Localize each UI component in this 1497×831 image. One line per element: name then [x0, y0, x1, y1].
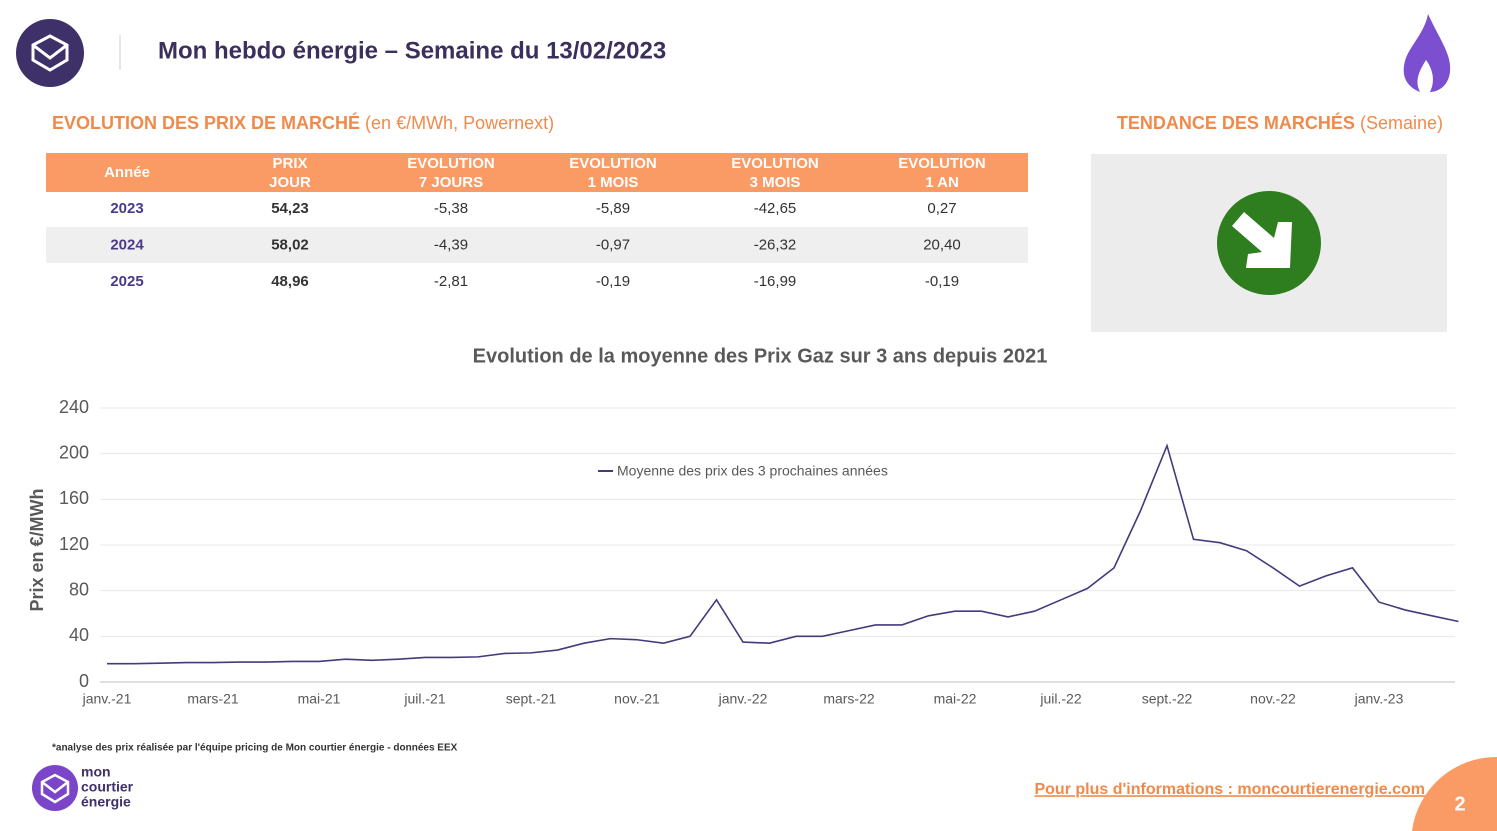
- x-tick-label: janv.-21: [82, 691, 132, 707]
- info-link[interactable]: Pour plus d'informations : moncourtieren…: [1034, 781, 1425, 798]
- y-tick-label: 160: [59, 488, 89, 508]
- table-cell: -16,99: [754, 273, 797, 290]
- footer-logo-icon: [32, 765, 78, 811]
- table-header-cell: JOUR: [269, 174, 311, 191]
- table-cell: -42,65: [754, 200, 797, 217]
- table-header-cell: 3 MOIS: [750, 174, 801, 191]
- footer-logo-envelope: [40, 773, 70, 804]
- x-tick-label: janv.-22: [718, 691, 768, 707]
- x-tick-label: nov.-21: [614, 691, 660, 707]
- table-cell: -0,19: [596, 273, 630, 290]
- table-cell: 2023: [110, 200, 143, 217]
- table-header-cell: 1 AN: [925, 174, 959, 191]
- table-cell: -5,89: [596, 200, 630, 217]
- table-cell: 54,23: [271, 200, 309, 217]
- table-cell: -5,38: [434, 200, 468, 217]
- table-cell: 2025: [110, 273, 143, 290]
- page-number-bg: [1412, 756, 1497, 831]
- prices-title: EVOLUTION DES PRIX DE MARCHÉ: [52, 112, 360, 133]
- table-cell: 58,02: [271, 236, 309, 253]
- x-tick-label: mars-21: [187, 691, 239, 707]
- table-cell: -2,81: [434, 273, 468, 290]
- y-tick-label: 120: [59, 534, 89, 554]
- table-cell: 20,40: [923, 236, 961, 253]
- flame-icon: [1403, 14, 1451, 92]
- table-cell: 0,27: [927, 200, 956, 217]
- trend-subtitle: (Semaine): [1360, 113, 1443, 133]
- x-tick-label: janv.-23: [1354, 691, 1404, 707]
- table-header-cell: EVOLUTION: [731, 155, 819, 172]
- x-tick-label: sept.-22: [1142, 691, 1193, 707]
- table-row-shade: [46, 227, 1028, 263]
- logo-line: courtier: [81, 779, 134, 795]
- price-table: Année PRIX JOUR EVOLUTION 7 JOURS EVOLUTION 1 …: [104, 155, 986, 290]
- series-line: [107, 443, 1459, 665]
- trend-heading: TENDANCE DES MARCHÉS (Semaine): [1117, 112, 1443, 133]
- table-cell: -0,19: [925, 273, 959, 290]
- x-tick-label: juil.-22: [1039, 691, 1081, 707]
- table-header-bg: [46, 153, 1028, 192]
- trend-arrow: [1232, 212, 1292, 268]
- logo-line: mon: [81, 764, 111, 780]
- page-title: Mon hebdo énergie – Semaine du 13/02/202…: [158, 37, 666, 64]
- table-cell: 48,96: [271, 273, 309, 290]
- trend-title: TENDANCE DES MARCHÉS: [1117, 112, 1355, 133]
- legend-label: Moyenne des prix des 3 prochaines années: [617, 463, 888, 479]
- y-tick-label: 200: [59, 442, 89, 462]
- table-header-cell: Année: [104, 164, 150, 181]
- y-tick-label: 40: [69, 625, 89, 645]
- logo-envelope: [31, 34, 69, 72]
- table-header-cell: 1 MOIS: [588, 174, 639, 191]
- chart-title: Evolution de la moyenne des Prix Gaz sur…: [473, 345, 1048, 367]
- table-cell: -26,32: [754, 236, 797, 253]
- page-number: 2: [1454, 793, 1465, 815]
- table-cell: -0,97: [596, 236, 630, 253]
- y-tick-label: 0: [79, 671, 89, 691]
- x-tick-label: nov.-22: [1250, 691, 1296, 707]
- prices-subtitle: (en €/MWh, Powernext): [365, 113, 554, 133]
- x-tick-label: mai-22: [934, 691, 977, 707]
- prices-heading: EVOLUTION DES PRIX DE MARCHÉ (en €/MWh, …: [52, 112, 554, 133]
- y-axis-label: Prix en €/MWh: [27, 488, 47, 611]
- table-header-cell: EVOLUTION: [569, 155, 657, 172]
- logo-icon: [16, 19, 84, 87]
- logo-line: énergie: [81, 794, 131, 810]
- x-tick-label: mars-22: [823, 691, 875, 707]
- table-header-cell: EVOLUTION: [407, 155, 495, 172]
- table-cell: -4,39: [434, 236, 468, 253]
- table-header-cell: EVOLUTION: [898, 155, 986, 172]
- line-chart: 0 40 80 120 160 200 240 janv.-21 mars-21 mai-21 ju…: [59, 397, 1459, 707]
- x-tick-label: sept.-21: [506, 691, 557, 707]
- x-tick-label: juil.-21: [403, 691, 445, 707]
- footnote: *analyse des prix réalisée par l'équipe …: [52, 743, 458, 754]
- table-cell: 2024: [110, 236, 144, 253]
- y-tick-label: 80: [69, 579, 89, 599]
- x-tick-label: mai-21: [298, 691, 341, 707]
- table-header-cell: 7 JOURS: [419, 174, 483, 191]
- y-tick-label: 240: [59, 397, 89, 417]
- table-header-cell: PRIX: [272, 155, 307, 172]
